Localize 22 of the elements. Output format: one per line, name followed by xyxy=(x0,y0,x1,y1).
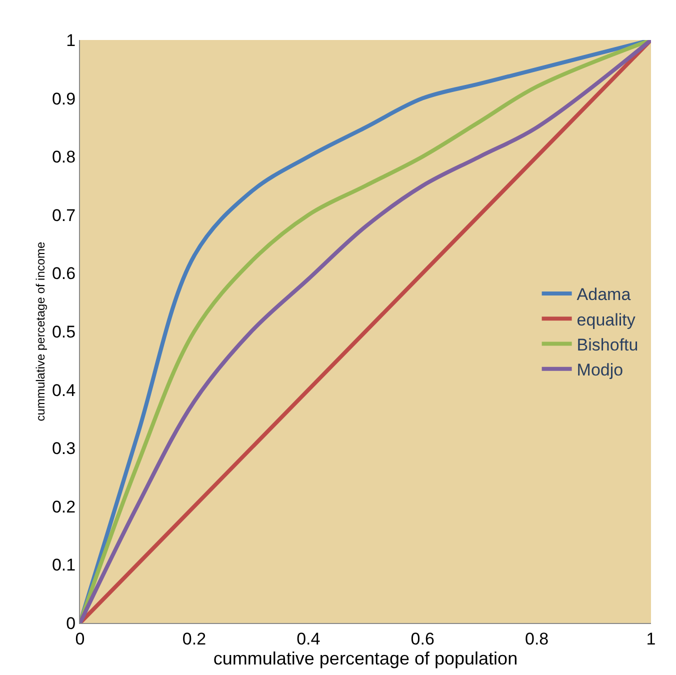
y-axis-title: cummulative percetage of income xyxy=(33,241,48,422)
y-tick-label: 0.6 xyxy=(52,264,76,284)
legend-label: equality xyxy=(576,310,636,330)
x-tick-label: 0.6 xyxy=(410,629,434,648)
y-tick-label: 1 xyxy=(66,30,76,50)
x-axis-title: cummulative percentage of population xyxy=(213,648,518,668)
x-tick-label: 0.4 xyxy=(296,629,320,648)
x-tick-label: 0.8 xyxy=(524,629,549,648)
x-tick-label: 1 xyxy=(646,629,656,648)
y-tick-label: 0.9 xyxy=(52,89,76,108)
legend-label: Adama xyxy=(576,285,632,304)
y-tick-label: 0.1 xyxy=(52,556,76,575)
y-tick-label: 0.3 xyxy=(52,439,76,458)
legend-label: Modjo xyxy=(576,360,624,380)
y-tick-label: 0.4 xyxy=(52,380,76,400)
y-tick-label: 0.7 xyxy=(52,206,76,225)
y-tick-label: 0 xyxy=(66,614,76,633)
x-tick-label: 0.2 xyxy=(182,629,206,648)
y-tick-label: 0.8 xyxy=(52,148,76,167)
legend-label: Bishoftu xyxy=(576,335,638,354)
y-tick-label: 0.5 xyxy=(52,322,76,342)
y-tick-label: 0.2 xyxy=(52,497,76,516)
